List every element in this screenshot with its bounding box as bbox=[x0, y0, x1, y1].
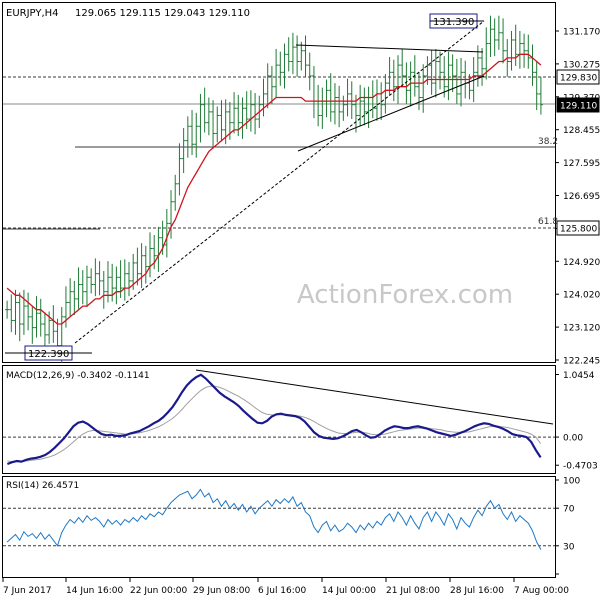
chart-header-symbol: EURJPY,H4 bbox=[6, 8, 59, 19]
macd-line bbox=[7, 373, 542, 466]
price-candles bbox=[5, 15, 543, 363]
macd-tick-label: 0.00 bbox=[563, 434, 583, 444]
price-pane-frame bbox=[2, 2, 556, 363]
price-tick-label: 124.920 bbox=[563, 258, 600, 268]
time-tick-label: 14 Jul 00:00 bbox=[322, 586, 376, 596]
price-tick-label: 124.020 bbox=[563, 291, 600, 301]
price-level-lines: 38.2 61.8 bbox=[3, 76, 558, 230]
price-tick-label: 123.120 bbox=[563, 324, 600, 334]
rising-trendline bbox=[74, 20, 485, 344]
ma-line bbox=[6, 53, 542, 325]
fib-label: 61.8 bbox=[538, 217, 558, 227]
rsi-tick-label: 30 bbox=[563, 542, 575, 552]
watermark: ActionForex.com bbox=[297, 280, 513, 310]
rsi-pane-frame bbox=[2, 476, 556, 578]
price-tick-label: 126.695 bbox=[563, 192, 600, 202]
price-tick-label: 130.275 bbox=[563, 60, 600, 70]
time-axis: 7 Jun 2017 14 Jun 16:00 22 Jun 00:00 29 Jun… bbox=[2, 578, 569, 596]
time-tick-label: 22 Jun 00:00 bbox=[130, 586, 187, 596]
time-tick-label: 6 Jul 16:00 bbox=[258, 586, 307, 596]
macd-title: MACD(12,26,9) -0.3402 -0.1141 bbox=[6, 371, 150, 381]
rsi-title: RSI(14) 26.4571 bbox=[6, 481, 79, 491]
rsi-tick-label: 70 bbox=[563, 505, 575, 515]
time-tick-label: 7 Aug 00:00 bbox=[514, 586, 569, 596]
price-level-box bbox=[556, 69, 600, 85]
time-tick-label: 28 Jul 16:00 bbox=[450, 586, 504, 596]
rsi-tick-label: 100 bbox=[563, 477, 580, 487]
chart-header-ohlc: 129.065 129.115 129.043 129.110 bbox=[75, 8, 250, 19]
rsi-pane: RSI(14) 26.4571 100 70 30 bbox=[3, 477, 580, 575]
macd-tick-label: -0.4703 bbox=[563, 462, 598, 472]
macd-pane-frame bbox=[2, 365, 556, 474]
time-tick-label: 7 Jun 2017 bbox=[3, 586, 51, 596]
time-tick-label: 29 Jun 08:00 bbox=[193, 586, 250, 596]
rsi-line bbox=[6, 488, 542, 550]
triangle-upper-line bbox=[295, 44, 484, 53]
fib-label: 38.2 bbox=[538, 137, 558, 147]
price-tick-label: 122.245 bbox=[563, 357, 600, 367]
macd-tick-label: 1.0454 bbox=[563, 371, 595, 381]
triangle-lower-line bbox=[297, 75, 485, 152]
trend-lines: 131.390 122.390 bbox=[5, 13, 485, 361]
moving-average bbox=[6, 53, 542, 325]
high-label: 131.390 bbox=[433, 17, 474, 28]
low-label: 122.390 bbox=[28, 349, 69, 360]
price-tick-label: 127.595 bbox=[563, 159, 600, 169]
price-level-label: 125.800 bbox=[560, 225, 597, 235]
macd-divergence-line bbox=[195, 369, 554, 425]
time-tick-label: 21 Jul 08:00 bbox=[386, 586, 440, 596]
price-level-label: 129.110 bbox=[560, 102, 597, 112]
macd-pane: MACD(12,26,9) -0.3402 -0.1141 1.0454 0.00 -… bbox=[3, 369, 598, 472]
price-axis: 131.170130.275129.370128.455127.595126.6… bbox=[555, 28, 600, 367]
price-level-label: 129.830 bbox=[560, 74, 597, 84]
price-level-box bbox=[556, 220, 600, 236]
price-tick-label: 131.170 bbox=[563, 28, 600, 38]
price-tick-label: 128.455 bbox=[563, 126, 600, 136]
time-tick-label: 14 Jun 16:00 bbox=[66, 586, 123, 596]
price-level-box bbox=[556, 97, 600, 113]
